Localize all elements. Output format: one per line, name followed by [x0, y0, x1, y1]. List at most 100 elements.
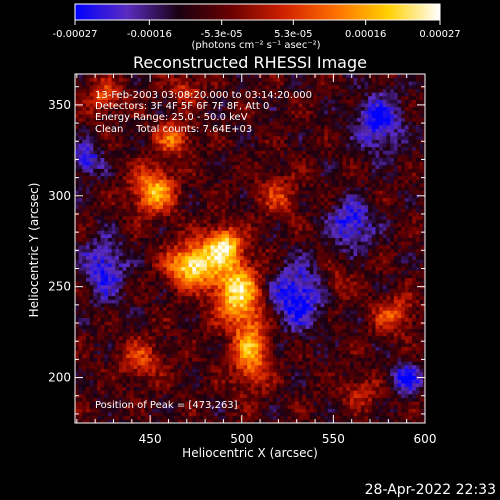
- heatmap-cell: [192, 230, 197, 235]
- heatmap-cell: [78, 128, 83, 133]
- heatmap-cell: [254, 299, 259, 304]
- heatmap-cell: [107, 259, 113, 264]
- heatmap-cell: [177, 121, 182, 126]
- heatmap-cell: [96, 270, 102, 275]
- heatmap-cell: [100, 150, 105, 155]
- heatmap-cell: [82, 401, 87, 406]
- heatmap-cell: [247, 74, 252, 79]
- heatmap-cell: [195, 121, 200, 126]
- heatmap-cell: [78, 215, 83, 220]
- heatmap-cell: [254, 219, 259, 224]
- heatmap-cell: [151, 266, 157, 271]
- heatmap-cell: [148, 150, 153, 155]
- heatmap-cell: [192, 161, 197, 166]
- heatmap-cell: [144, 393, 149, 398]
- heatmap-cell: [228, 143, 233, 148]
- heatmap-cell: [129, 383, 135, 388]
- heatmap-cell: [126, 321, 131, 326]
- heatmap-cell: [206, 252, 211, 257]
- heatmap-cell: [228, 317, 233, 322]
- heatmap-cell: [151, 317, 157, 322]
- heatmap-cell: [148, 110, 153, 115]
- heatmap-cell: [184, 375, 190, 380]
- heatmap-cell: [221, 321, 226, 326]
- heatmap-cell: [137, 241, 142, 246]
- heatmap-cell: [247, 292, 252, 297]
- heatmap-cell: [75, 343, 80, 348]
- heatmap-cell: [188, 306, 193, 311]
- heatmap-cell: [129, 350, 135, 355]
- heatmap-cell: [111, 368, 116, 373]
- heatmap-cell: [203, 277, 208, 282]
- heatmap-cell: [129, 113, 135, 119]
- heatmap-cell: [173, 299, 179, 304]
- heatmap-cell: [170, 139, 175, 144]
- heatmap-cell: [140, 179, 146, 184]
- heatmap-cell: [162, 263, 168, 268]
- heatmap-cell: [111, 415, 116, 420]
- heatmap-cell: [107, 372, 113, 377]
- heatmap-cell: [89, 357, 94, 362]
- heatmap-cell: [104, 317, 109, 322]
- heatmap-cell: [254, 150, 259, 155]
- heatmap-cell: [173, 273, 179, 278]
- heatmap-cell: [96, 179, 102, 184]
- heatmap-cell: [217, 408, 222, 413]
- heatmap-cell: [177, 252, 182, 257]
- heatmap-cell: [85, 128, 91, 133]
- heatmap-cell: [217, 208, 222, 213]
- heatmap-cell: [199, 350, 204, 355]
- heatmap-cell: [162, 353, 168, 358]
- heatmap-cell: [217, 139, 222, 144]
- heatmap-cell: [82, 375, 87, 380]
- heatmap-cell: [195, 164, 200, 169]
- heatmap-cell: [100, 81, 105, 86]
- heatmap-cell: [107, 193, 113, 199]
- heatmap-cell: [173, 183, 179, 188]
- heatmap-cell: [93, 164, 98, 169]
- heatmap-cell: [104, 252, 109, 257]
- heatmap-cell: [78, 113, 83, 119]
- heatmap-cell: [177, 88, 182, 93]
- heatmap-cell: [118, 386, 124, 391]
- heatmap-cell: [82, 135, 87, 140]
- heatmap-cell: [188, 208, 193, 213]
- heatmap-cell: [243, 92, 248, 97]
- heatmap-cell: [203, 248, 208, 253]
- heatmap-cell: [122, 161, 127, 166]
- heatmap-cell: [85, 117, 91, 122]
- heatmap-cell: [100, 208, 105, 213]
- heatmap-cell: [203, 375, 208, 380]
- heatmap-cell: [203, 121, 208, 126]
- heatmap-cell: [78, 339, 83, 344]
- heatmap-cell: [144, 81, 149, 86]
- heatmap-cell: [247, 306, 252, 311]
- heatmap-cell: [126, 284, 131, 289]
- heatmap-cell: [239, 397, 244, 402]
- heatmap-cell: [140, 281, 146, 286]
- heatmap-cell: [177, 375, 182, 380]
- heatmap-cell: [115, 92, 120, 97]
- heatmap-cell: [78, 401, 83, 406]
- heatmap-cell: [148, 132, 153, 137]
- heatmap-cell: [104, 128, 109, 133]
- heatmap-cell: [89, 277, 94, 282]
- heatmap-cell: [82, 226, 87, 231]
- heatmap-cell: [78, 233, 83, 238]
- heatmap-cell: [104, 386, 109, 391]
- heatmap-cell: [144, 113, 149, 119]
- heatmap-cell: [181, 270, 186, 275]
- heatmap-cell: [122, 401, 127, 406]
- heatmap-cell: [115, 266, 120, 271]
- heatmap-cell: [162, 241, 168, 246]
- heatmap-cell: [85, 379, 91, 384]
- heatmap-cell: [140, 248, 146, 253]
- heatmap-cell: [177, 186, 182, 191]
- heatmap-cell: [148, 313, 153, 318]
- heatmap-cell: [214, 415, 219, 420]
- heatmap-cell: [166, 117, 171, 122]
- heatmap-cell: [137, 135, 142, 140]
- heatmap-cell: [239, 81, 244, 86]
- heatmap-cell: [206, 164, 211, 169]
- heatmap-cell: [137, 295, 142, 300]
